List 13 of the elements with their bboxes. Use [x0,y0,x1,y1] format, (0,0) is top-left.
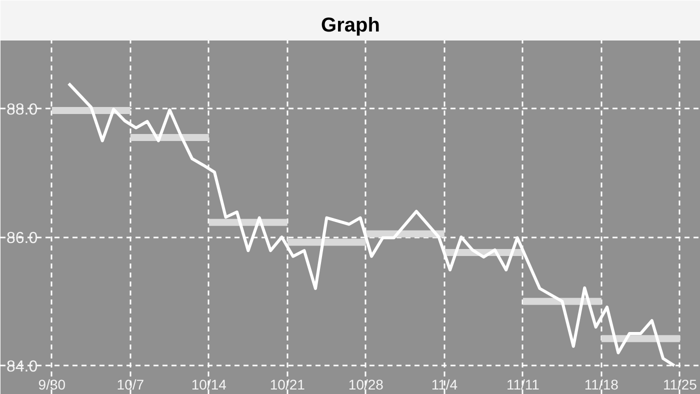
x-tick-label: 11/18 [584,376,619,392]
x-tick-label: 11/25 [662,376,698,392]
x-tick-label: 10/7 [116,376,144,392]
y-tick-label: 86.0 [6,230,38,248]
x-tick-label: 11/4 [431,376,458,392]
x-tick-label: 10/21 [270,376,306,392]
x-tick-label: 10/14 [191,376,227,392]
x-tick-label: 9/30 [38,376,66,392]
x-tick-label: 10/28 [348,376,384,392]
y-tick-label: 84.0 [6,358,38,376]
chart-title: Graph [321,14,380,36]
x-tick-label: 11/11 [506,376,540,392]
y-tick-label: 88.0 [6,102,38,119]
